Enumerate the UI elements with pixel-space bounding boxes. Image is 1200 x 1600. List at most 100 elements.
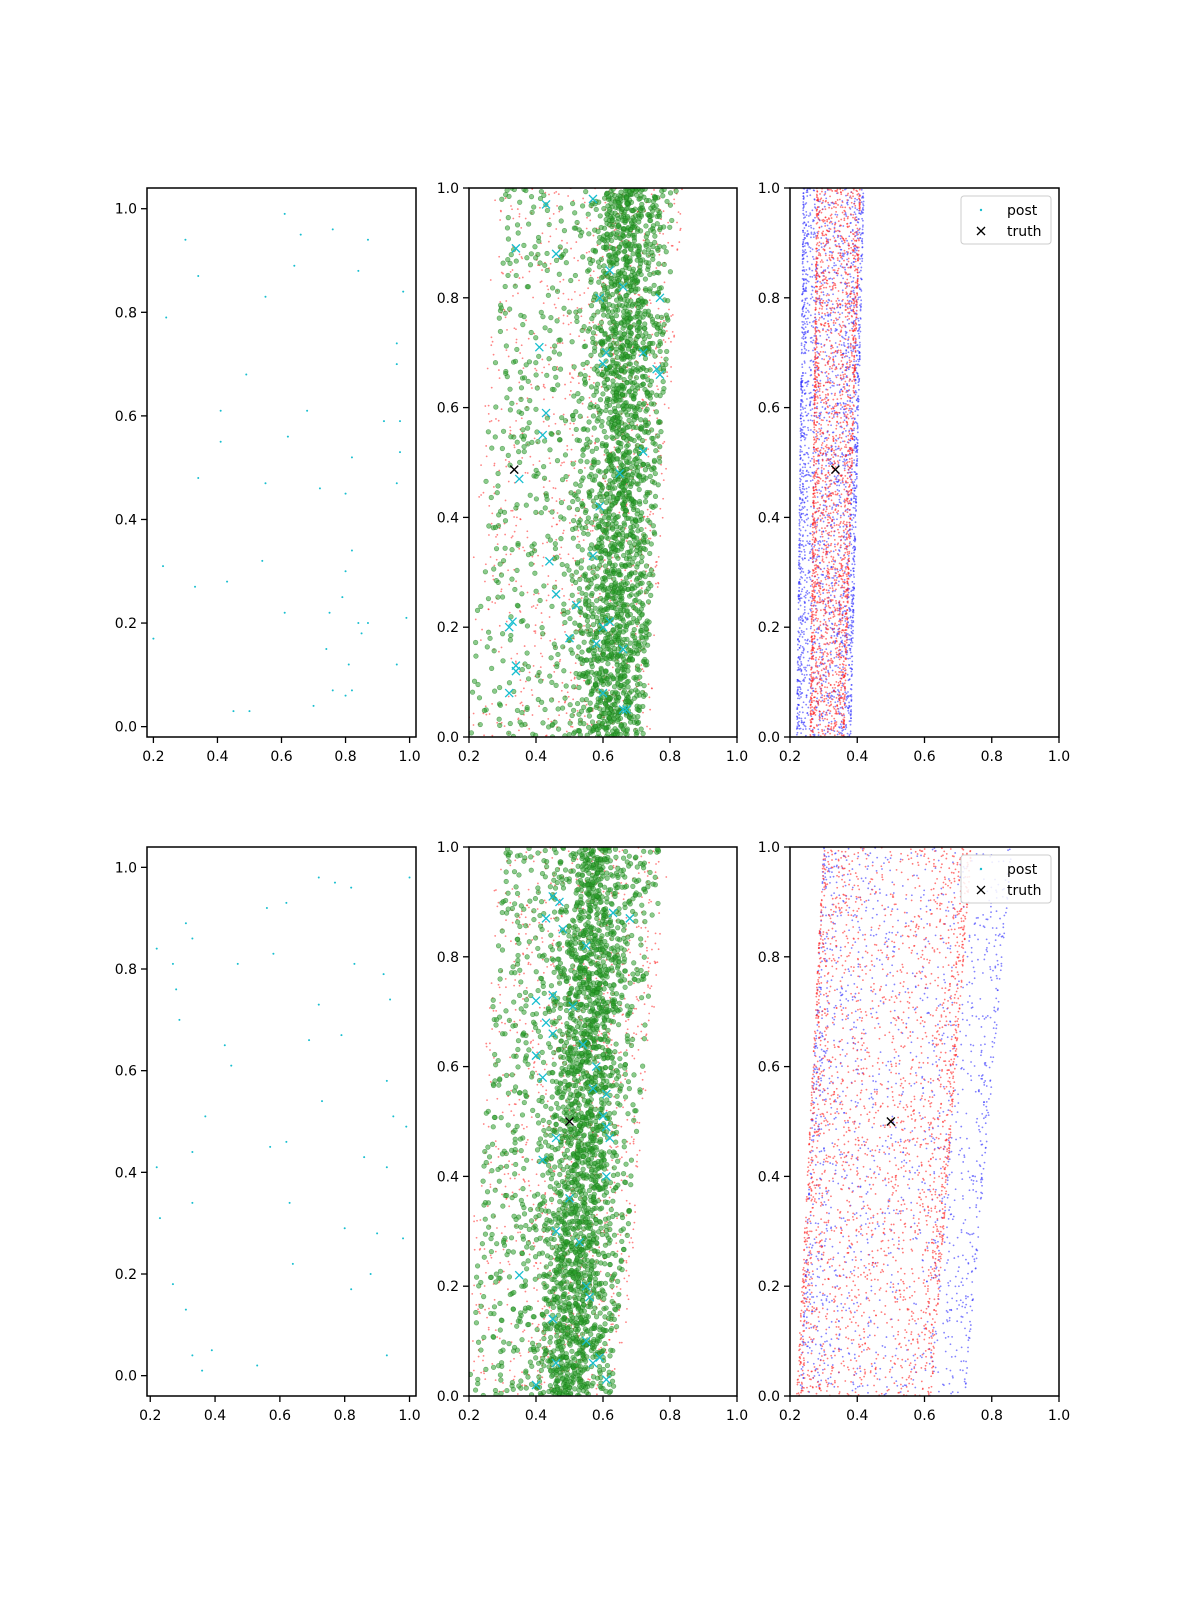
red-point xyxy=(548,217,551,220)
green-point xyxy=(635,561,641,567)
red-point xyxy=(541,269,543,271)
blue-point xyxy=(804,425,806,428)
green-point xyxy=(612,633,618,639)
red-point xyxy=(485,455,488,458)
green-point xyxy=(607,342,613,348)
red-point xyxy=(516,516,518,519)
green-point xyxy=(609,639,615,645)
green-point xyxy=(620,256,626,262)
green-point xyxy=(640,340,646,346)
red-point xyxy=(530,689,533,691)
green-point xyxy=(614,433,620,440)
blue-point xyxy=(847,342,850,345)
blue-point xyxy=(809,391,812,394)
green-point xyxy=(619,382,625,388)
blue-point xyxy=(802,201,805,203)
green-point xyxy=(552,541,558,547)
green-point xyxy=(579,500,585,507)
red-point xyxy=(608,689,610,692)
cyan-x-marker xyxy=(504,622,514,632)
green-point xyxy=(523,502,529,508)
y-tick-label: 0.2 xyxy=(437,620,459,636)
blue-point xyxy=(852,276,855,279)
green-point xyxy=(558,205,564,211)
green-point xyxy=(589,316,595,322)
blue-point xyxy=(811,419,814,422)
green-point xyxy=(535,696,541,703)
green-point xyxy=(492,688,498,694)
red-point xyxy=(561,588,564,590)
blue-point xyxy=(810,293,813,296)
green-point xyxy=(613,689,619,695)
green-point xyxy=(533,496,539,502)
red-point xyxy=(589,274,592,277)
green-point xyxy=(588,592,595,598)
blue-point xyxy=(800,378,803,380)
y-tick-label: 1.0 xyxy=(437,181,459,197)
green-point xyxy=(652,470,658,477)
green-point xyxy=(614,297,620,303)
green-point xyxy=(574,318,580,325)
blue-point xyxy=(798,532,801,535)
green-point xyxy=(618,572,624,578)
green-point xyxy=(651,270,657,276)
red-point xyxy=(573,369,576,371)
green-point xyxy=(603,407,609,414)
green-point xyxy=(533,255,539,261)
red-point xyxy=(572,698,575,701)
red-point xyxy=(603,559,606,561)
green-point xyxy=(595,696,601,702)
green-point xyxy=(509,400,515,406)
data-point xyxy=(402,290,405,293)
red-point xyxy=(567,323,570,326)
cyan-x-marker xyxy=(618,644,628,654)
green-point xyxy=(533,372,539,378)
green-point xyxy=(591,425,597,431)
green-point xyxy=(590,569,596,575)
red-point xyxy=(649,537,652,540)
green-point xyxy=(573,426,579,433)
green-point xyxy=(622,188,628,194)
blue-point xyxy=(802,723,805,726)
green-point xyxy=(628,688,634,694)
green-point xyxy=(562,452,569,458)
green-point xyxy=(611,684,618,690)
red-point xyxy=(595,334,598,336)
red-point xyxy=(518,213,521,215)
green-point xyxy=(661,386,667,392)
red-point xyxy=(648,696,651,699)
green-point xyxy=(629,421,635,427)
red-point xyxy=(564,383,566,386)
green-point xyxy=(638,558,645,565)
red-point xyxy=(518,253,521,256)
green-point xyxy=(553,257,560,264)
blue-point xyxy=(853,304,855,307)
cyan-x-marker xyxy=(621,705,631,715)
data-point xyxy=(152,637,155,640)
green-point xyxy=(581,572,587,579)
red-point xyxy=(492,353,495,356)
green-point xyxy=(595,459,601,465)
green-point xyxy=(635,719,642,725)
red-point xyxy=(583,467,586,469)
green-point xyxy=(661,321,667,328)
green-point xyxy=(642,355,649,362)
red-point xyxy=(526,536,529,539)
green-point xyxy=(567,702,573,708)
green-point xyxy=(606,402,613,408)
green-point xyxy=(622,452,628,458)
green-point xyxy=(637,407,643,413)
green-point xyxy=(653,409,660,415)
red-point xyxy=(676,249,679,251)
green-point xyxy=(648,592,654,598)
green-point xyxy=(642,429,648,435)
cyan-x-marker xyxy=(514,474,524,484)
green-point xyxy=(634,310,640,317)
green-point xyxy=(603,534,610,540)
green-point xyxy=(600,644,606,650)
green-point xyxy=(567,615,573,622)
blue-point xyxy=(844,268,847,271)
green-point xyxy=(535,439,541,445)
blue-point xyxy=(804,444,806,447)
